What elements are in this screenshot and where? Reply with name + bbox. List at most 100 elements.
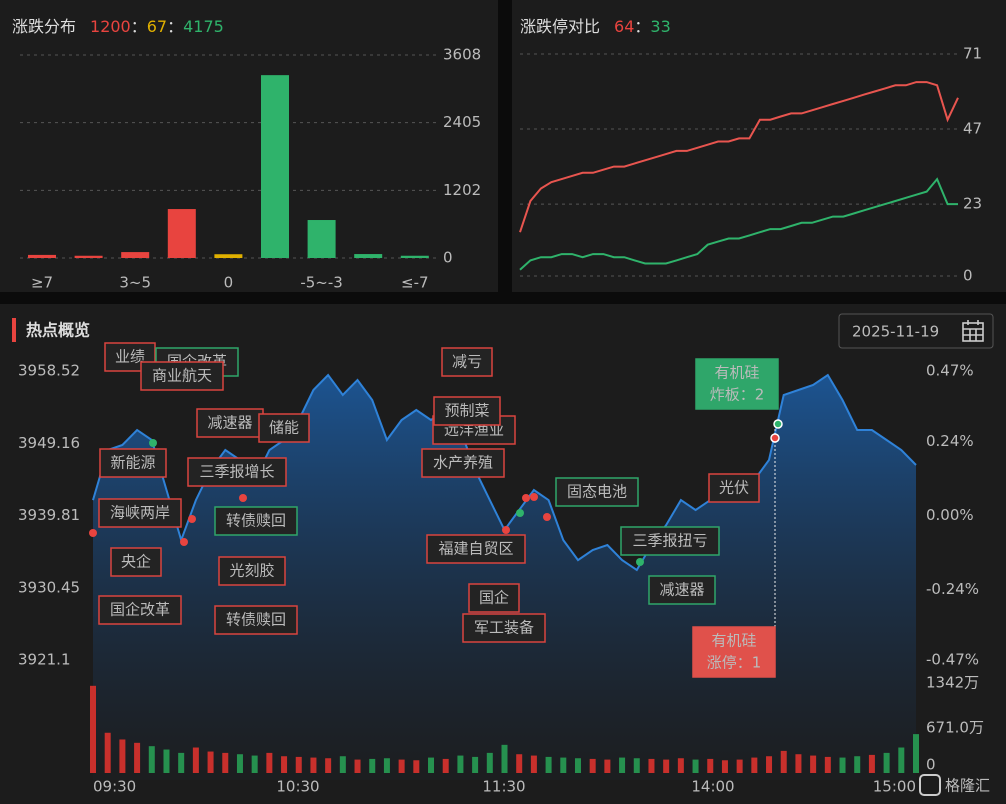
annotation-label: 央企 <box>121 553 151 571</box>
event-dot <box>180 538 188 546</box>
y2-tick-label: 0.47% <box>926 362 974 380</box>
panel <box>512 0 1006 292</box>
volume-bar <box>574 758 581 773</box>
annotation-box <box>441 347 493 377</box>
annotation: 福建自贸区 <box>426 534 526 564</box>
volume-bar <box>736 759 743 773</box>
y-tick-label: 71 <box>963 45 982 63</box>
annotation: 减亏 <box>441 347 493 377</box>
volume-tick-label: 671.0万 <box>926 719 984 737</box>
annotation: 军工装备 <box>462 613 546 643</box>
separator: ： <box>634 17 650 36</box>
area <box>93 375 916 780</box>
annotation-box <box>648 575 716 605</box>
bar <box>167 209 196 258</box>
annotation: 三季报扭亏 <box>620 526 720 556</box>
line <box>519 81 959 233</box>
volume-bar <box>516 754 523 773</box>
annotation-label: 业绩 <box>115 348 145 366</box>
volume-bar <box>178 752 185 773</box>
annotation: 减速器 <box>648 575 716 605</box>
annotation-label: 有机硅 <box>714 364 759 382</box>
annotation: 固态电池 <box>555 477 639 507</box>
volume-bar <box>413 760 420 773</box>
annotation-box <box>218 556 286 586</box>
panel <box>0 0 498 292</box>
volume-bar <box>236 754 243 773</box>
annotation: 海峡两岸 <box>98 498 182 528</box>
title-text: 涨跌分布 <box>12 17 76 36</box>
volume-bar <box>545 756 552 773</box>
volume-bar <box>104 732 111 773</box>
event-dot <box>770 433 780 443</box>
annotation-label: 三季报扭亏 <box>632 532 707 550</box>
annotation-label: 国企 <box>479 589 509 607</box>
volume-bar <box>192 747 199 773</box>
separator: ： <box>167 17 183 36</box>
annotation-box <box>692 626 776 678</box>
annotation-label: 炸板：2 <box>710 386 765 404</box>
date-picker[interactable] <box>838 313 994 349</box>
volume-bar <box>883 752 890 773</box>
volume-bar <box>251 755 258 773</box>
volume-bar <box>369 758 376 773</box>
volume-bar <box>751 757 758 773</box>
annotation-box <box>214 506 298 536</box>
y-tick-label: 23 <box>963 195 982 213</box>
volume-bar <box>472 756 479 773</box>
annotation-label: 光伏 <box>719 479 749 497</box>
volume-bar <box>398 759 405 773</box>
stat-value: 33 <box>650 17 670 36</box>
y-tick-label: 3608 <box>443 46 481 64</box>
annotation-label: 三季报增长 <box>199 463 274 481</box>
watermark: 格隆汇 <box>945 777 990 795</box>
event-dot <box>239 494 247 502</box>
annotation: 光刻胶 <box>218 556 286 586</box>
annotation-box <box>99 448 167 478</box>
x-tick-label: ≥7 <box>31 274 53 292</box>
volume-bar <box>383 758 390 773</box>
y-tick-label: 0 <box>443 249 453 267</box>
annotation: 转债赎回 <box>214 506 298 536</box>
annotation-label: 光刻胶 <box>229 562 274 580</box>
annotation-label: 海峡两岸 <box>110 504 170 522</box>
volume-bar <box>648 758 655 773</box>
annotation-box <box>620 526 720 556</box>
volume-bar <box>134 742 141 773</box>
chart-title: 涨跌停对比 64：33 <box>520 17 671 36</box>
volume-bar <box>589 758 596 773</box>
title-text: 涨跌停对比 <box>520 17 600 36</box>
bar <box>400 255 429 258</box>
bar <box>121 252 150 258</box>
volume-bar <box>207 751 214 773</box>
annotation-label: 水产养殖 <box>433 454 493 472</box>
event-dot <box>149 439 157 447</box>
volume-bar <box>839 757 846 773</box>
annotation: 商业航天 <box>140 361 224 391</box>
annotation-box <box>462 613 546 643</box>
annotation: 减速器 <box>196 408 264 438</box>
annotation-box <box>140 361 224 391</box>
annotation: 业绩 <box>104 342 156 372</box>
event-dot <box>773 419 783 429</box>
event-dot <box>188 515 196 523</box>
stat-value: 4175 <box>183 17 224 36</box>
annotation-box <box>468 583 520 613</box>
volume-bar <box>898 747 905 773</box>
annotation-box <box>98 498 182 528</box>
volume-bar <box>442 758 449 773</box>
event-dot <box>530 493 538 501</box>
volume-tick-label: 1342万 <box>926 674 979 692</box>
volume-tick-label: 0 <box>926 756 936 774</box>
calendar-icon[interactable] <box>962 320 984 342</box>
bar <box>214 254 243 258</box>
logo-icon <box>919 774 941 796</box>
annotation-box <box>104 342 156 372</box>
annotation-box <box>187 457 287 487</box>
volume-bar <box>604 759 611 773</box>
annotation-box <box>426 534 526 564</box>
annotation: 国企 <box>468 583 520 613</box>
